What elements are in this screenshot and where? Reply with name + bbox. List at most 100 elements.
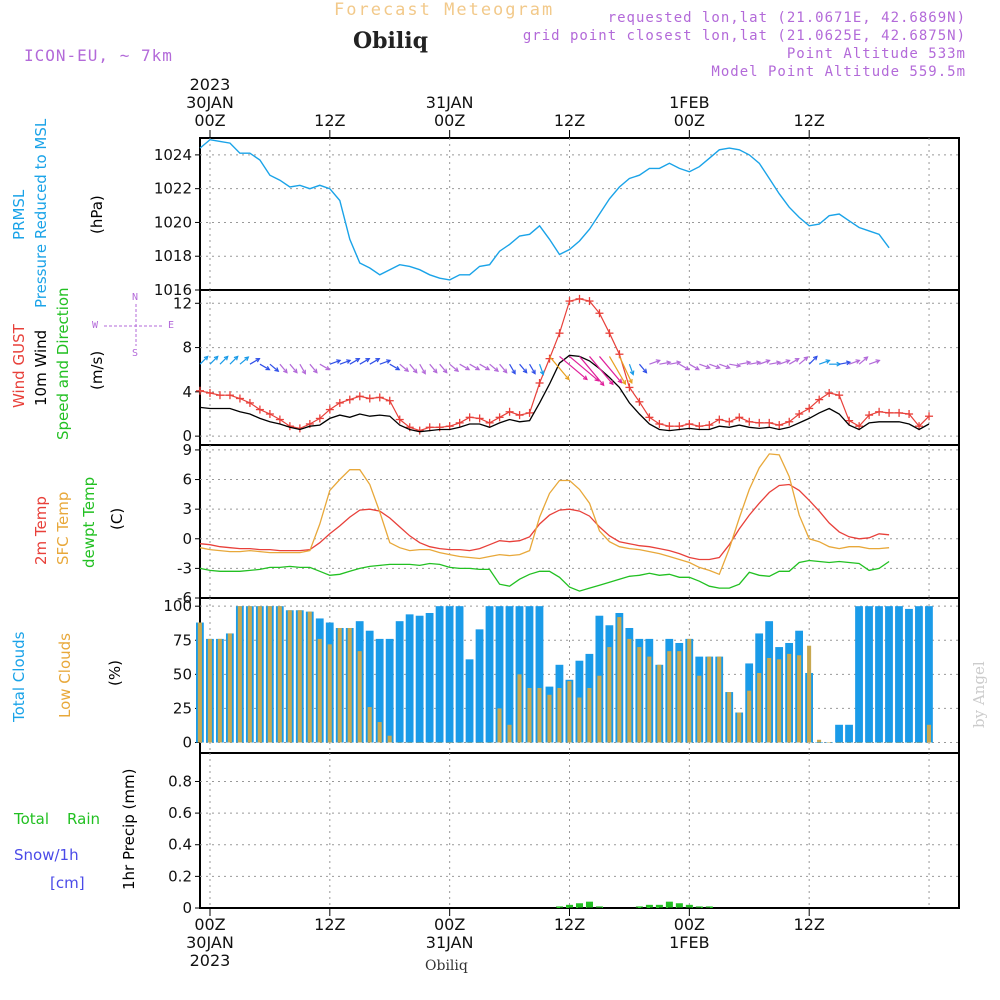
low-cloud-bar (547, 694, 552, 743)
subtitle: Forecast Meteogram (334, 0, 555, 20)
wind-arrow (749, 360, 762, 366)
y-tick-label: 1022 (154, 180, 192, 198)
total-cloud-bar (835, 724, 843, 743)
wind-gust-marker (465, 413, 474, 422)
bottom-axis-label: 12Z (554, 915, 585, 934)
low-cloud-bar (757, 672, 762, 743)
wind-gust-marker (255, 405, 264, 414)
low-cloud-bar (317, 638, 322, 743)
top-axis-label: 30JAN (186, 93, 234, 112)
low-cloud-bar (577, 697, 582, 743)
top-axis-label: 12Z (794, 111, 825, 130)
wind-arrow (858, 356, 869, 365)
y-tick-label: 1024 (154, 146, 192, 164)
wind-arrow (339, 359, 352, 365)
wind-arrow (269, 363, 280, 373)
wind-gust-marker (875, 407, 884, 416)
low-cloud-bar (797, 655, 802, 743)
wind-gust-marker (675, 422, 684, 431)
wind-arrow (379, 359, 392, 365)
wind-arrow (479, 363, 491, 371)
total-cloud-bar (505, 606, 514, 743)
low-cloud-bar (727, 692, 732, 743)
wind-gust-marker (495, 413, 504, 422)
wind-arrow (709, 363, 721, 370)
low-cloud-bar (387, 735, 392, 743)
wind-gust-marker (635, 397, 644, 406)
wind-gust-marker (865, 411, 874, 420)
top-axis-label: 31JAN (426, 93, 474, 112)
compass-w: W (92, 320, 99, 331)
low-cloud-bar (767, 657, 772, 743)
wind-gust-marker (345, 395, 354, 404)
low-cloud-bar (307, 611, 312, 743)
wind-gust-marker (625, 383, 634, 392)
total-cloud-bar (415, 615, 424, 743)
low-cloud-bar (217, 638, 222, 743)
wind-gust-marker (765, 418, 774, 427)
total-cloud-bar (905, 608, 913, 743)
wind-arrow (219, 355, 229, 365)
wind-arrow (249, 358, 261, 365)
wind-arrow (689, 363, 700, 371)
wind-arrow (279, 363, 288, 374)
total-cloud-bar (485, 606, 494, 743)
low-cloud-bar (397, 742, 402, 744)
wind-arrow (699, 363, 711, 370)
low-cloud-bar (407, 742, 412, 744)
low-cloud-bar (787, 653, 792, 743)
low-cloud-bar (517, 674, 522, 743)
low-cloud-bar (827, 742, 832, 744)
wind-gust-marker (215, 391, 224, 400)
low-cloud-bar (607, 647, 612, 743)
low-cloud-bar (657, 664, 662, 743)
y-tick-label: 0.4 (168, 836, 192, 854)
wind-arrow (839, 360, 852, 366)
wind-gust-marker (395, 415, 404, 424)
rain-bar (695, 906, 703, 908)
compass-n: N (132, 292, 139, 303)
wind-gust-marker (515, 411, 524, 420)
compass-cross-icon (104, 304, 164, 346)
low-cloud-bar (747, 690, 752, 743)
wind-gust-marker (585, 297, 594, 306)
low-cloud-bar (337, 627, 342, 743)
low-cloud-bar (637, 647, 642, 743)
wind-arrow (788, 358, 800, 365)
wind-arrow (818, 359, 831, 365)
y-tick-label: 0 (182, 427, 192, 445)
sfc-temp-line (199, 453, 890, 576)
low-cloud-bar (437, 742, 442, 744)
rain-bar (566, 904, 574, 908)
wind-arrow (489, 363, 500, 373)
low-cloud-bar (587, 687, 592, 743)
low-cloud-bar (617, 617, 622, 743)
wind-arrow (579, 356, 605, 387)
wind-gust-line (199, 298, 930, 432)
low-cloud-bar (807, 645, 812, 743)
wind-gust-marker (905, 410, 914, 418)
low-cloud-bar (447, 742, 452, 744)
wind-gust-marker (825, 388, 834, 397)
low-cloud-bar (347, 627, 352, 743)
wind-gust-marker (475, 414, 484, 423)
wind-gust-marker (645, 413, 654, 422)
wind-arrow (589, 356, 614, 386)
bottom-axis-label: 30JAN (186, 933, 234, 952)
wind-gust-marker (895, 408, 904, 417)
compass-e: E (168, 320, 175, 331)
top-axis-label: 12Z (314, 111, 345, 130)
wind-gust-marker (455, 418, 464, 427)
low-cloud-bar (257, 606, 262, 743)
rain-bar (685, 904, 693, 908)
low-cloud-bar (837, 742, 842, 744)
bottom-axis-label: 31JAN (426, 933, 474, 952)
wind-arrow (669, 360, 682, 366)
wind-arrow (199, 355, 209, 365)
wind-arrow (419, 363, 426, 375)
low-cloud-bar (477, 742, 482, 744)
wind-arrow (769, 360, 782, 366)
wind-arrow (209, 355, 219, 365)
wind-gust-marker (605, 329, 614, 338)
low-cloud-bar (687, 638, 692, 743)
